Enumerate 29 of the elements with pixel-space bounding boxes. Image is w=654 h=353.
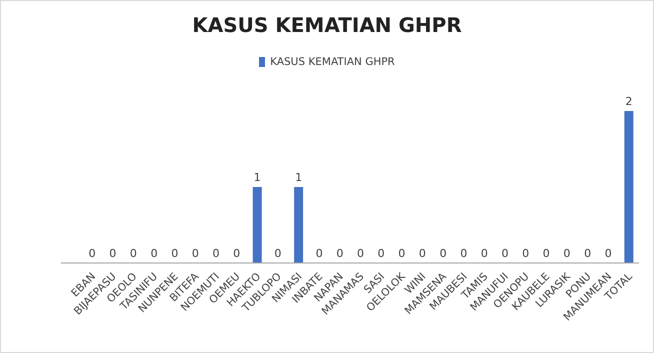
data-label: 0	[584, 247, 592, 260]
data-label: 0	[502, 247, 508, 260]
data-label: 0	[274, 247, 282, 260]
data-label: 0	[212, 247, 220, 260]
data-label: 0	[522, 247, 530, 260]
data-label: 0	[336, 247, 344, 260]
data-label: 0	[130, 247, 137, 260]
data-label: 0	[150, 247, 158, 260]
data-label: 0	[398, 247, 406, 260]
legend-label: KASUS KEMATIAN GHPR	[269, 56, 395, 68]
data-label: 0	[563, 247, 570, 260]
data-label: 0	[88, 247, 96, 260]
data-label: 0	[480, 247, 488, 260]
data-label: 0	[604, 247, 612, 260]
data-label: 0	[109, 247, 116, 260]
data-label: 0	[192, 247, 199, 260]
data-label: 1	[254, 171, 261, 184]
chart-title: KASUS KEMATIAN GHPR	[191, 13, 463, 37]
data-label: 0	[378, 247, 385, 260]
data-label: 0	[171, 247, 178, 260]
data-label: 0	[460, 247, 468, 260]
data-label: 0	[316, 247, 323, 260]
data-label: 0	[542, 247, 550, 260]
data-label: 0	[418, 247, 426, 260]
data-label: 1	[295, 171, 302, 184]
data-label: 2	[625, 95, 632, 108]
data-label: 0	[440, 247, 447, 260]
data-label: 0	[233, 247, 240, 260]
data-label: 0	[357, 247, 364, 260]
